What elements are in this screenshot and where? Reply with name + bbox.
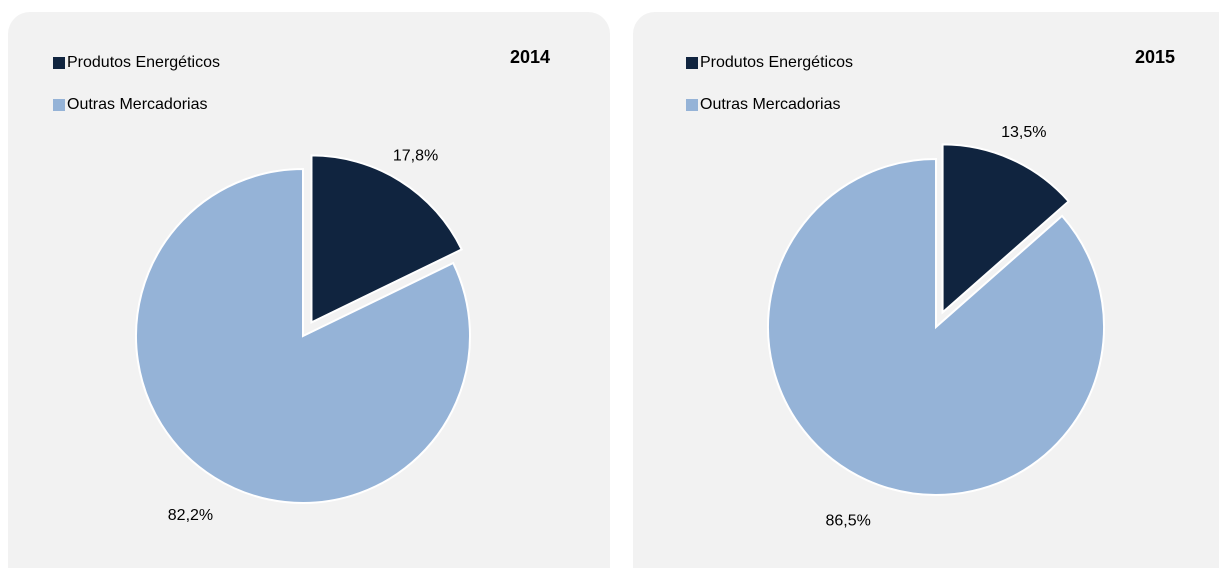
data-label: 13,5% [1001,124,1046,141]
data-label: 17,8% [393,147,438,164]
chart-title: 2014 [510,47,550,67]
legend-label: Produtos Energéticos [700,54,853,71]
pie-slice [941,143,1071,315]
legend-label: Outras Mercadorias [67,96,208,113]
legend-swatch [686,57,698,69]
pie-slice [310,154,464,325]
legend-label: Outras Mercadorias [700,96,841,113]
legend-swatch [686,99,698,111]
chart-title: 2015 [1135,47,1175,67]
pie-slice [135,167,471,504]
data-label: 82,2% [168,507,213,524]
legend-swatch [53,99,65,111]
legend-swatch [53,57,65,69]
legend-label: Produtos Energéticos [67,54,220,71]
pie-slice [767,157,1105,496]
panel [8,12,610,568]
data-label: 86,5% [826,513,871,530]
